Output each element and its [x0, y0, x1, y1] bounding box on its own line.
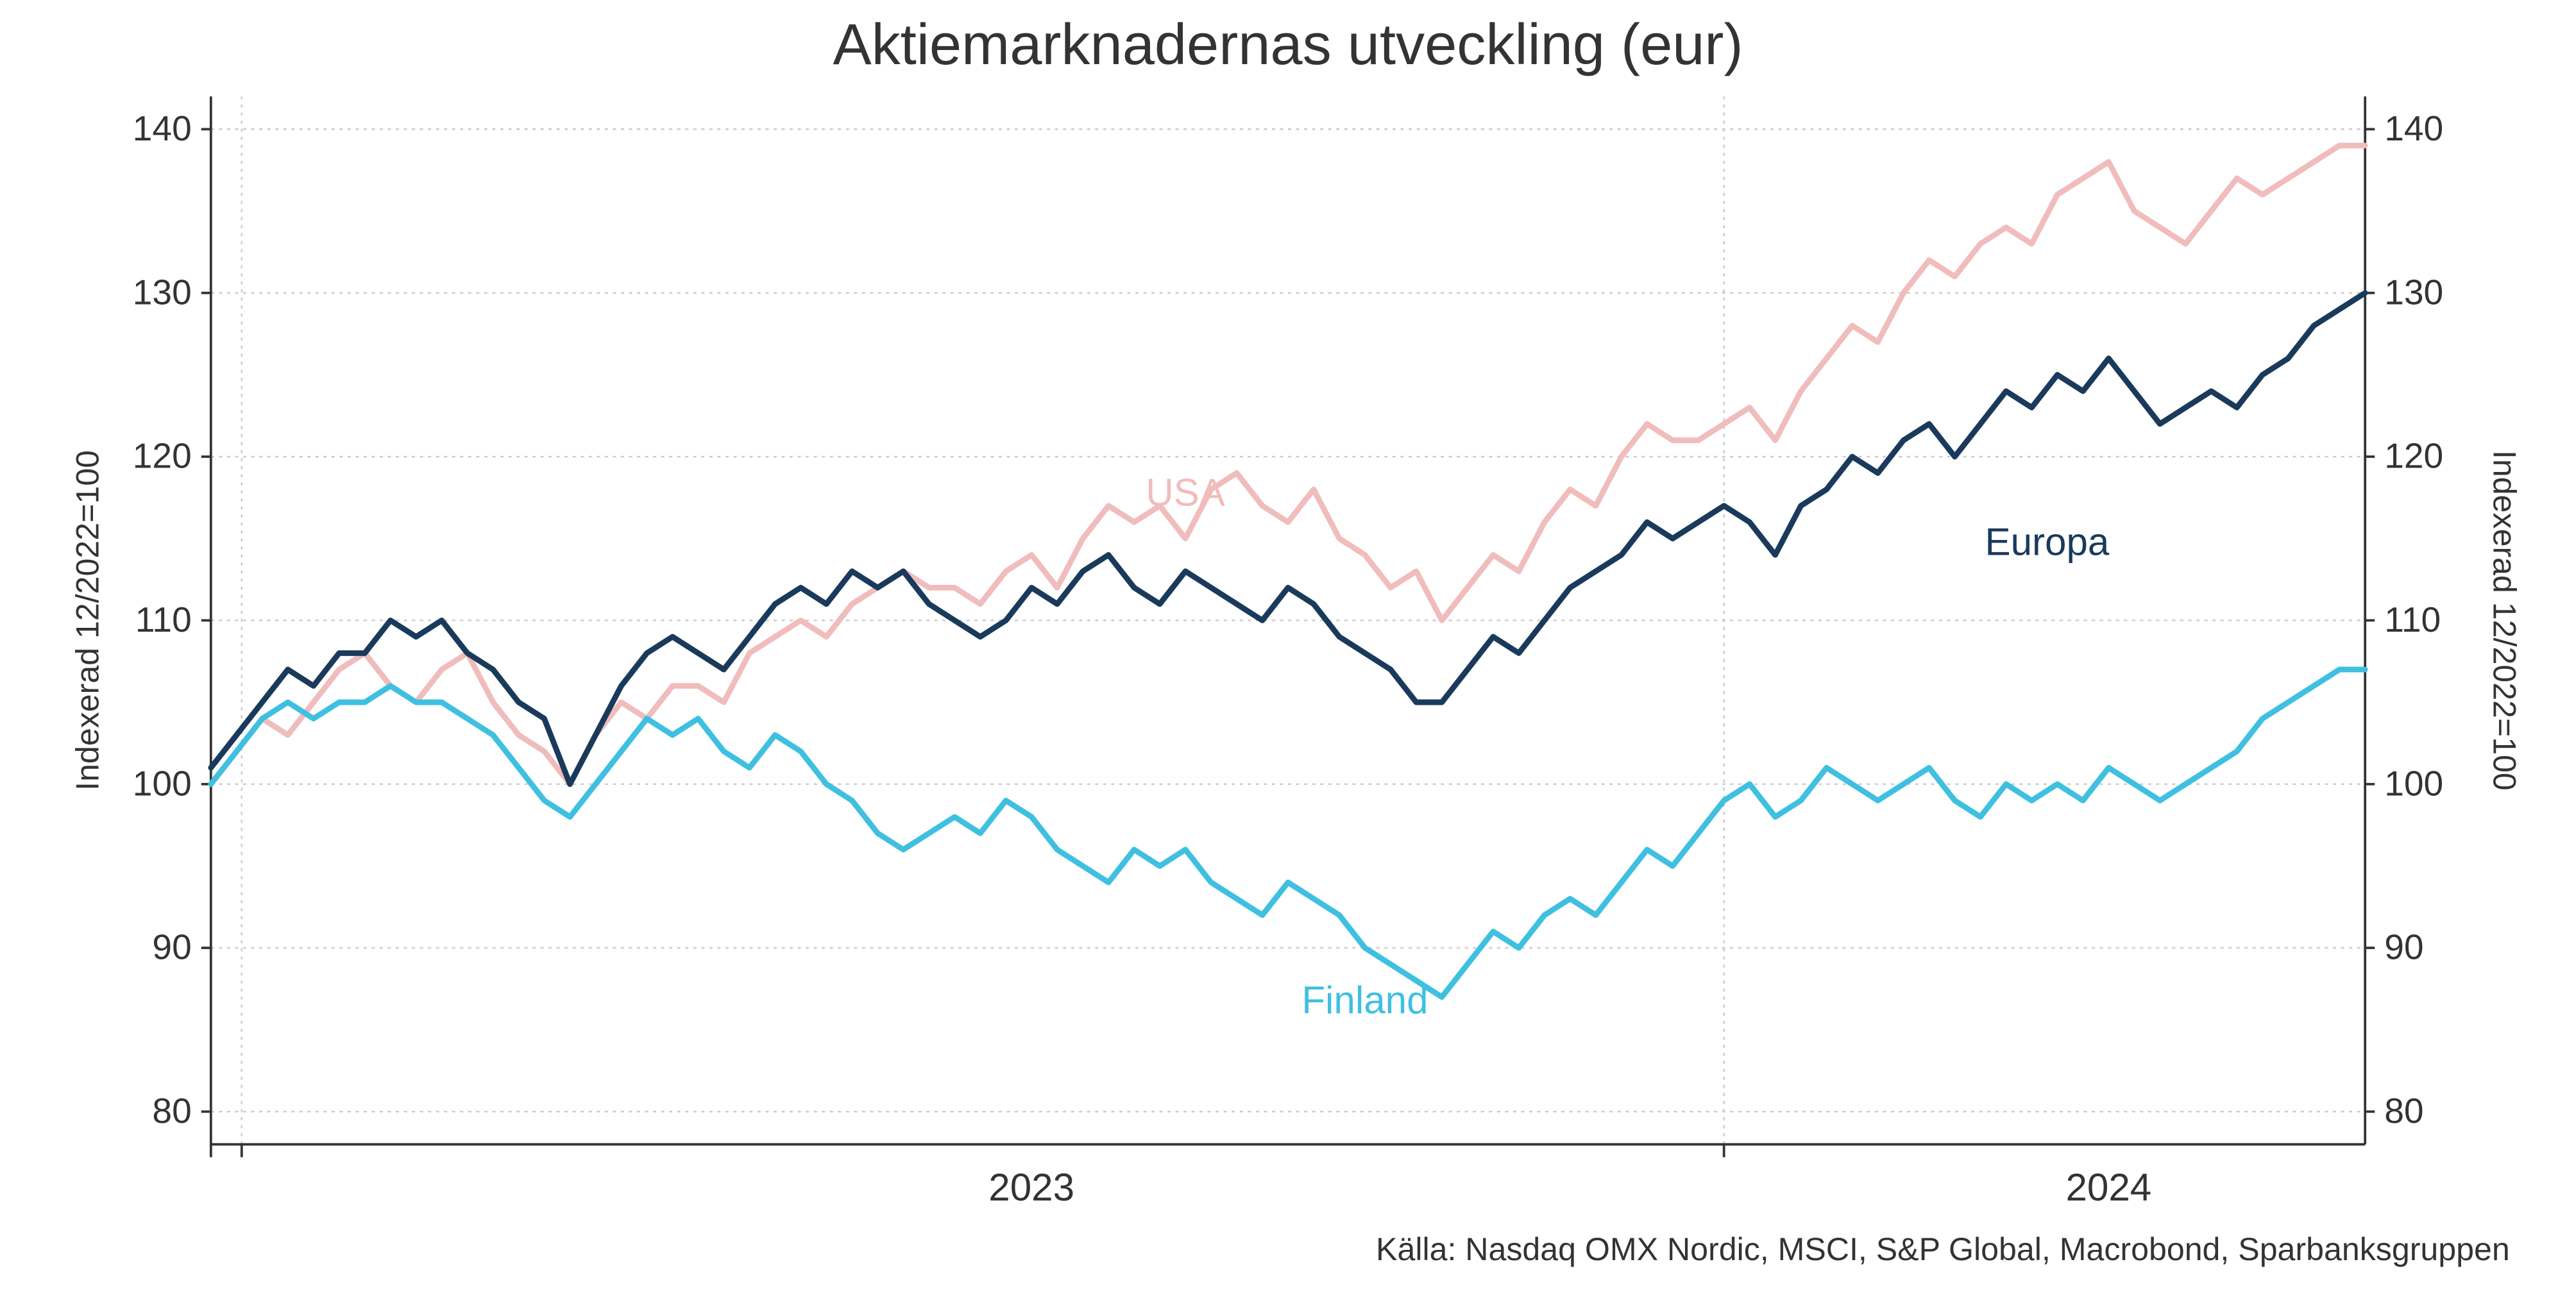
chart-title: Aktiemarknadernas utveckling (eur) [833, 12, 1743, 77]
year-label: 2024 [2065, 1166, 2151, 1209]
line-chart: Aktiemarknadernas utveckling (eur) 80 80 90… [0, 0, 2576, 1289]
series-label-europa: Europa [1985, 520, 2109, 563]
ytick-right: 120 [2384, 436, 2443, 476]
year-label: 2023 [988, 1166, 1074, 1209]
ytick-right: 90 [2384, 927, 2423, 967]
ylabel-right: Indexerad 12/2022=100 [2487, 450, 2523, 791]
ytick-right: 80 [2384, 1091, 2423, 1131]
ylabel-left: Indexerad 12/2022=100 [69, 450, 105, 791]
ytick-right: 130 [2384, 272, 2443, 312]
ytick-left: 90 [152, 927, 191, 967]
ytick-left: 120 [133, 436, 192, 476]
source-text: Källa: Nasdaq OMX Nordic, MSCI, S&P Glob… [1376, 1231, 2510, 1267]
ytick-right: 100 [2384, 763, 2443, 803]
series-label-finland: Finland [1301, 979, 1428, 1022]
series-label-usa: USA [1146, 471, 1225, 514]
ytick-right: 110 [2384, 600, 2441, 639]
ytick-left: 100 [133, 763, 192, 803]
ytick-left: 130 [133, 272, 192, 312]
ytick-left: 80 [152, 1091, 191, 1131]
ytick-left: 110 [135, 600, 192, 639]
ytick-right: 140 [2384, 108, 2443, 148]
ytick-left: 140 [133, 108, 192, 148]
chart-container: Aktiemarknadernas utveckling (eur) 80 80 90… [0, 0, 2576, 1289]
